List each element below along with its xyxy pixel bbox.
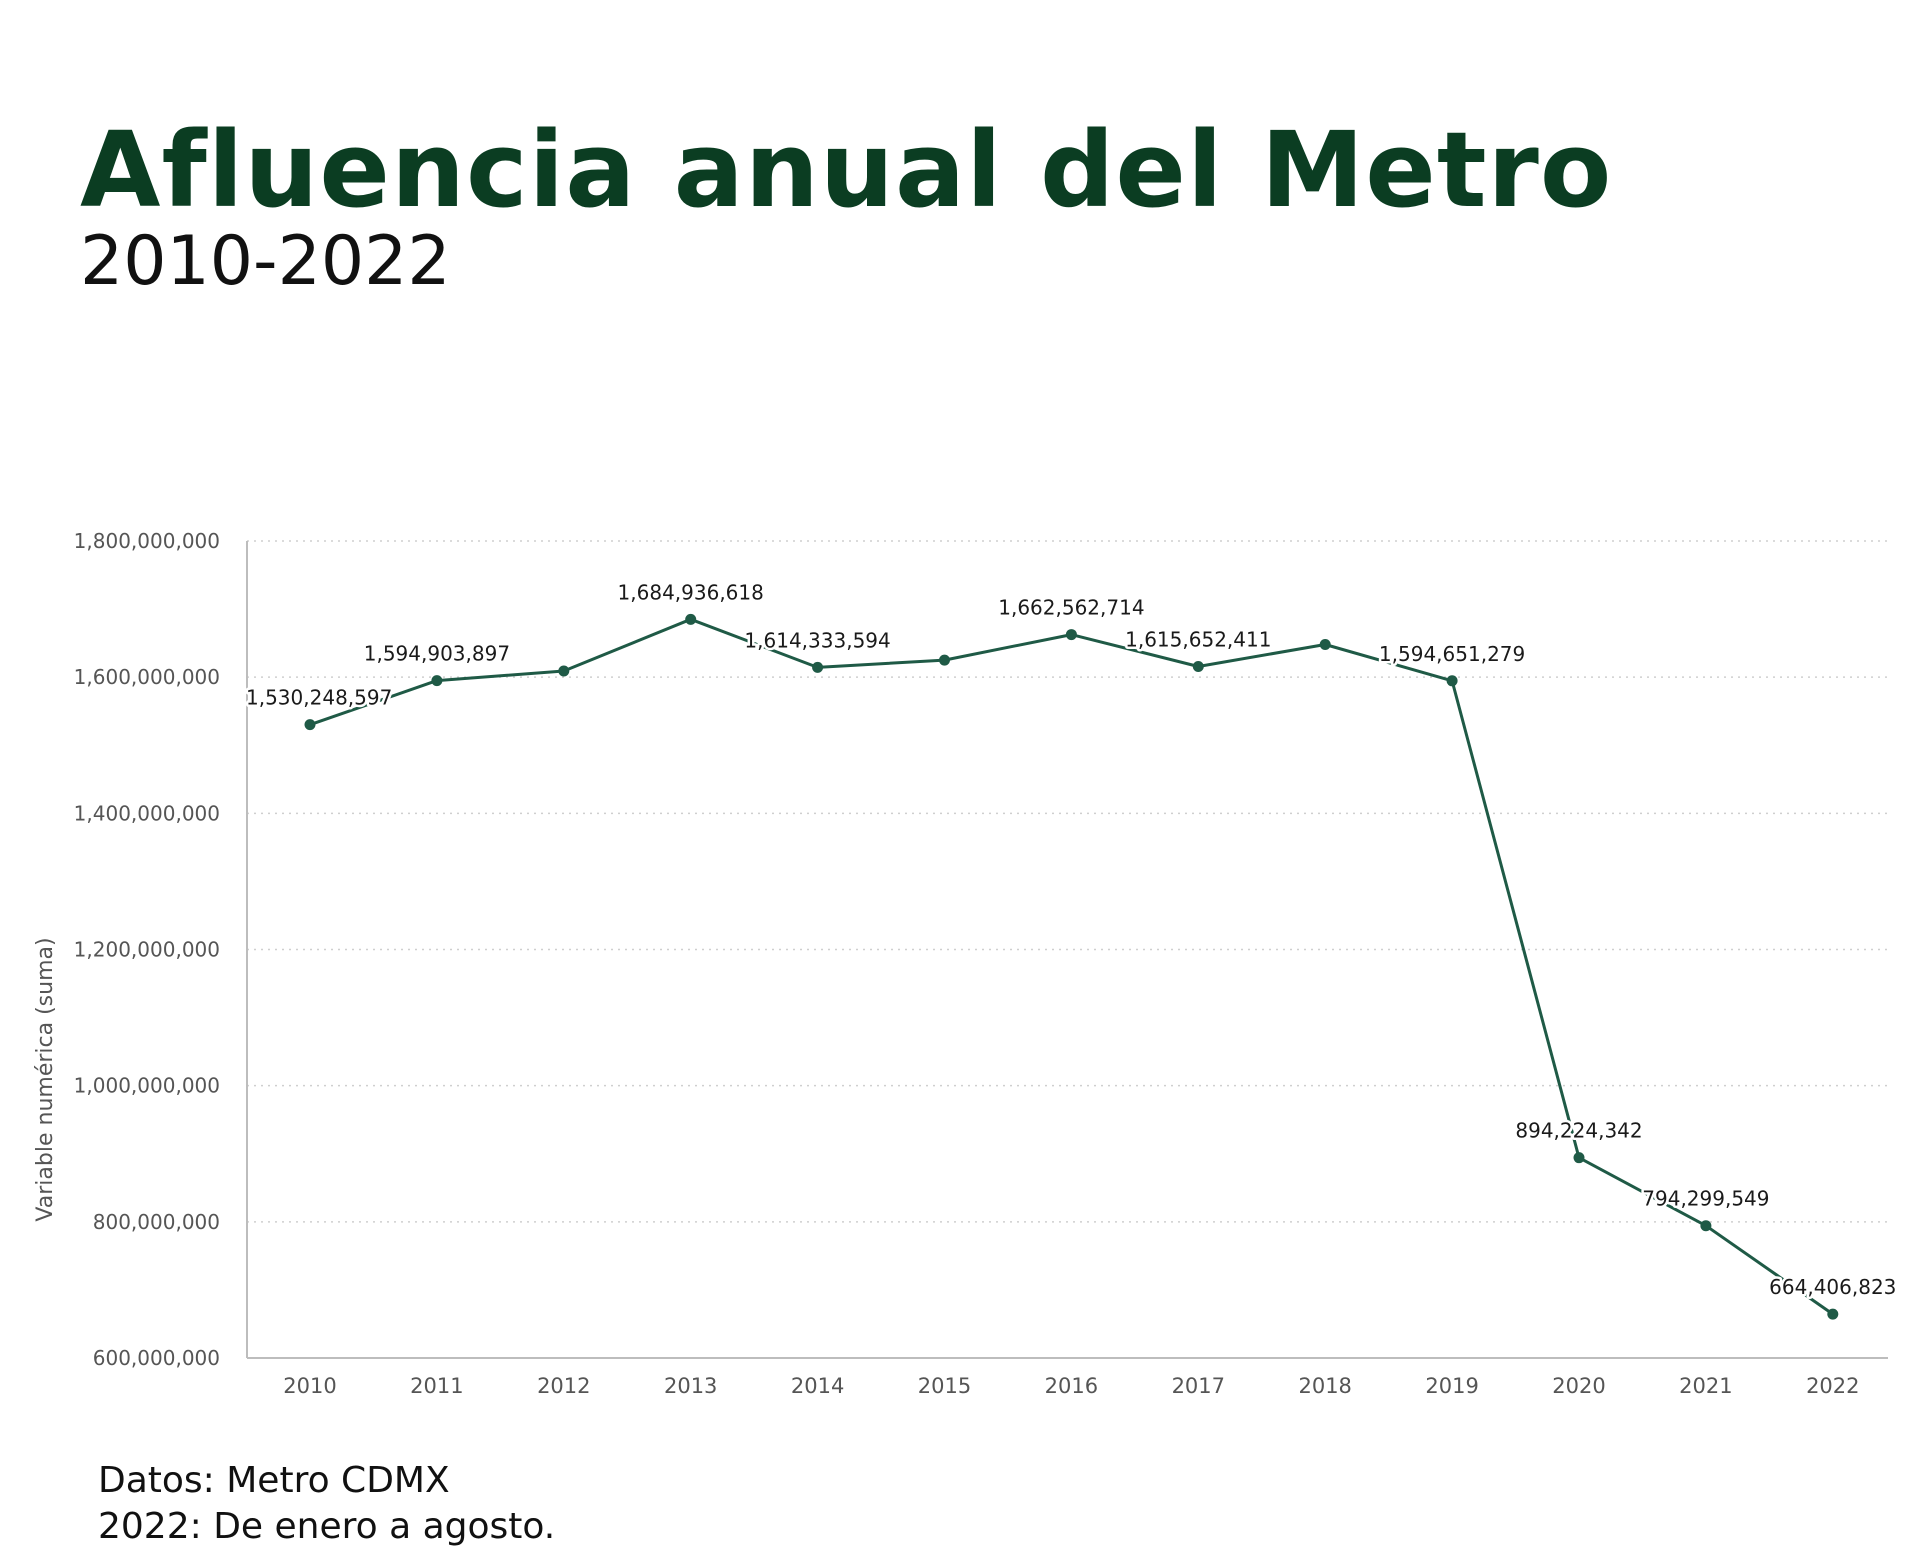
footer-notes: Datos: Metro CDMX 2022: De enero a agost… <box>98 1458 555 1550</box>
data-point <box>1827 1308 1839 1320</box>
x-tick-label: 2016 <box>1045 1374 1098 1398</box>
source-note: Datos: Metro CDMX <box>98 1460 450 1501</box>
data-point <box>1700 1220 1712 1232</box>
y-tick-label: 1,400,000,000 <box>74 801 220 825</box>
data-point <box>1065 629 1077 641</box>
x-tick-label: 2013 <box>664 1374 717 1398</box>
y-tick-label: 600,000,000 <box>93 1346 220 1370</box>
x-tick-label: 2010 <box>283 1374 336 1398</box>
x-tick-label: 2015 <box>918 1374 971 1398</box>
y-tick-label: 1,200,000,000 <box>74 938 220 962</box>
data-point <box>304 719 316 731</box>
data-point <box>1446 675 1458 687</box>
data-label-halo: 1,615,652,411 <box>1125 628 1271 652</box>
series-line <box>309 617 1834 1316</box>
data-label-halo: 1,594,651,279 <box>1379 642 1525 666</box>
data-point <box>558 665 570 677</box>
data-label-halo: 1,684,936,618 <box>618 580 764 604</box>
data-label: 1,615,652,411 <box>1125 628 1271 652</box>
x-tick-label: 2017 <box>1172 1374 1225 1398</box>
x-tick-label: 2021 <box>1679 1374 1732 1398</box>
data-label-halo: 794,299,549 <box>1642 1187 1769 1211</box>
data-point <box>431 675 443 687</box>
data-label-halo: 894,224,342 <box>1515 1119 1642 1143</box>
data-label-halo: 1,614,333,594 <box>744 628 890 652</box>
data-label: 894,224,342 <box>1515 1119 1642 1143</box>
x-tick-label: 2012 <box>537 1374 590 1398</box>
y-tick-label: 1,800,000,000 <box>74 529 220 553</box>
x-tick-label: 2022 <box>1806 1374 1859 1398</box>
x-tick-label: 2020 <box>1552 1374 1605 1398</box>
x-tick-label: 2011 <box>410 1374 463 1398</box>
data-point <box>939 654 950 666</box>
data-label: 1,614,333,594 <box>744 628 890 652</box>
data-point <box>1319 638 1331 650</box>
data-point <box>685 613 697 625</box>
chart-title: Afluencia anual del Metro <box>80 109 1613 231</box>
period-note: 2022: De enero a agosto. <box>98 1506 556 1547</box>
data-label: 1,594,651,279 <box>1379 642 1525 666</box>
x-tick-label: 2014 <box>791 1374 844 1398</box>
y-axis-title: Variable numérica (suma) <box>33 937 58 1221</box>
data-label: 1,662,562,714 <box>998 596 1144 620</box>
data-label-halo: 664,406,823 <box>1769 1275 1896 1299</box>
y-tick-label: 1,000,000,000 <box>74 1074 220 1098</box>
data-label: 1,530,248,597 <box>246 686 392 710</box>
data-point <box>812 661 824 673</box>
data-label: 1,684,936,618 <box>618 580 764 604</box>
data-label: 1,594,903,897 <box>364 642 510 666</box>
x-tick-label: 2019 <box>1425 1374 1478 1398</box>
data-label: 664,406,823 <box>1769 1275 1896 1299</box>
x-tick-label: 2018 <box>1298 1374 1351 1398</box>
data-label-halo: 1,594,903,897 <box>364 642 510 666</box>
y-tick-label: 800,000,000 <box>93 1210 220 1234</box>
data-label: 794,299,549 <box>1642 1187 1769 1211</box>
data-point <box>1192 661 1204 673</box>
data-label-halo: 1,662,562,714 <box>998 596 1144 620</box>
chart-subtitle: 2010-2022 <box>80 222 451 301</box>
data-label-halo: 1,530,248,597 <box>246 686 392 710</box>
y-tick-label: 1,600,000,000 <box>74 665 220 689</box>
data-point <box>1573 1152 1585 1164</box>
